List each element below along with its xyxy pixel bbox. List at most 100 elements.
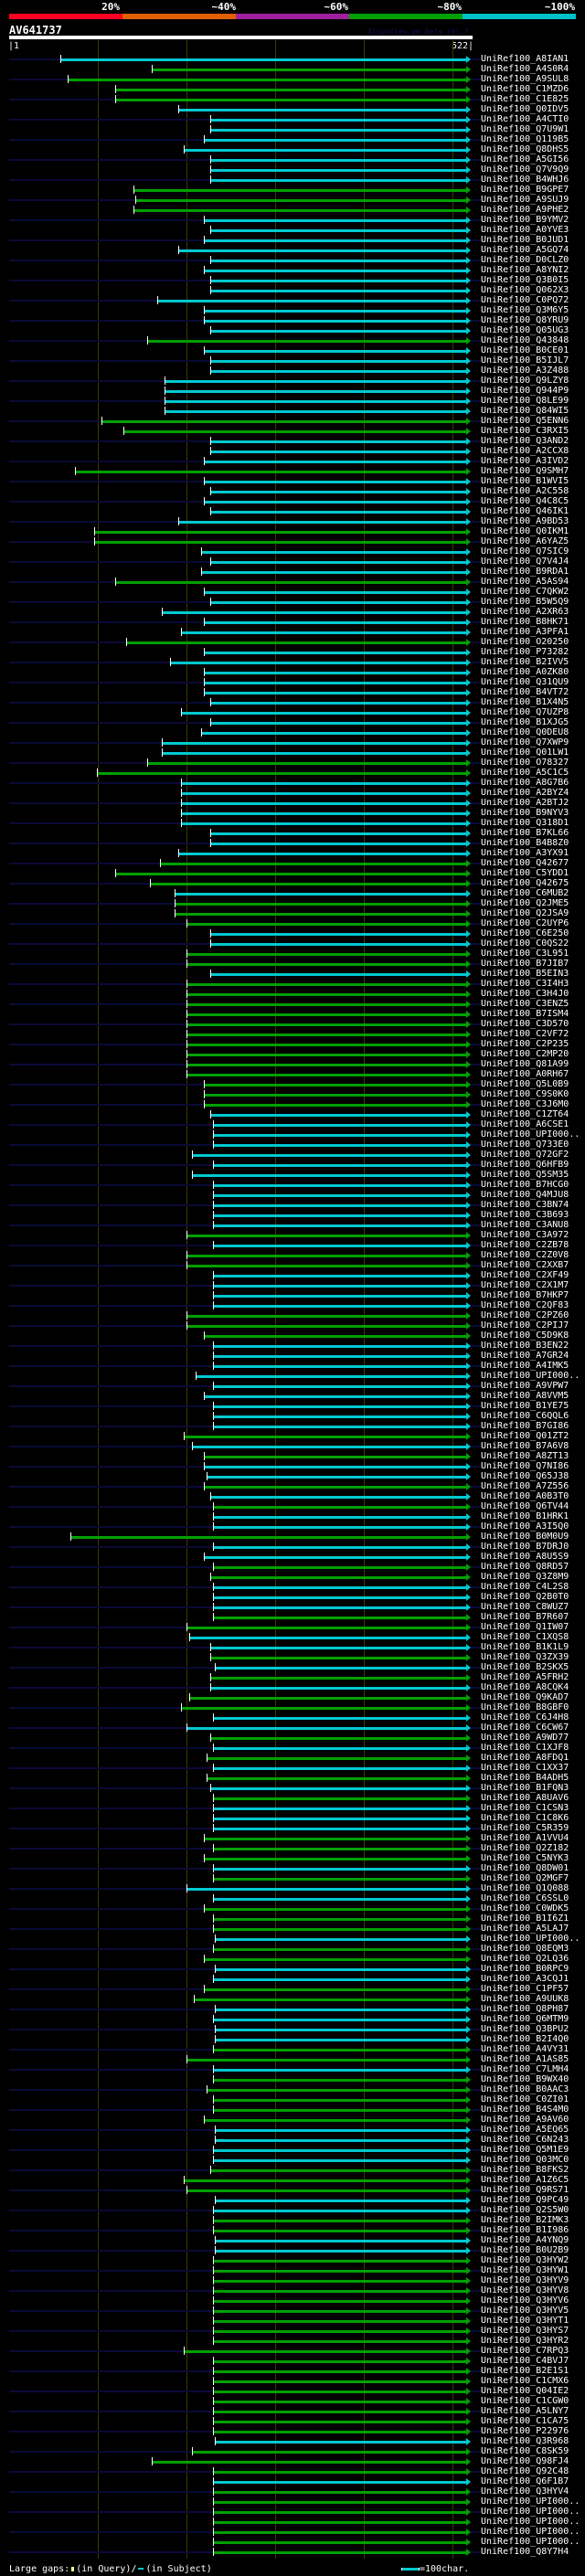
hit-label[interactable]: UniRef100_Q7V4J4: [481, 557, 569, 567]
hit-label[interactable]: UniRef100_Q3Z8M9: [481, 1572, 569, 1582]
hit-label[interactable]: UniRef100_Q7NI86: [481, 1461, 569, 1471]
hit-label[interactable]: UniRef100_A2C558: [481, 486, 569, 496]
hit-label[interactable]: UniRef100_Q3HYV5: [481, 2306, 569, 2316]
hit-label[interactable]: UniRef100_C3A972: [481, 1230, 569, 1240]
hit-label[interactable]: UniRef100_C3ANU8: [481, 1220, 569, 1230]
hit-label[interactable]: UniRef100_C1MZD6: [481, 84, 569, 94]
hit-label[interactable]: UniRef100_B7HKP7: [481, 1290, 569, 1300]
hit-label[interactable]: UniRef100_B4WHJ6: [481, 175, 569, 185]
hit-label[interactable]: UniRef100_Q92C48: [481, 2466, 569, 2476]
hit-label[interactable]: UniRef100_Q42677: [481, 858, 569, 868]
hit-label[interactable]: UniRef100_B9NYV3: [481, 808, 569, 818]
hit-label[interactable]: UniRef100_B1K1L9: [481, 1642, 569, 1652]
hit-label[interactable]: UniRef100_Q2S5W0: [481, 2205, 569, 2215]
hit-label[interactable]: UniRef100_Q3BPU2: [481, 2024, 569, 2034]
hit-label[interactable]: UniRef100_A8FDQ1: [481, 1753, 569, 1763]
hit-label[interactable]: UniRef100_Q2JSA9: [481, 908, 569, 918]
hit-label[interactable]: UniRef100_A8YNI2: [481, 265, 569, 275]
hit-label[interactable]: UniRef100_O20250: [481, 637, 569, 647]
hit-label[interactable]: UniRef100_UPI000..: [481, 2496, 580, 2507]
hit-label[interactable]: UniRef100_UPI000..: [481, 2527, 580, 2537]
hit-label[interactable]: UniRef100_C8SK59: [481, 2446, 569, 2456]
hit-label[interactable]: UniRef100_Q42675: [481, 878, 569, 888]
hit-label[interactable]: UniRef100_B4S4M0: [481, 2104, 569, 2115]
hit-label[interactable]: UniRef100_A1AS85: [481, 2054, 569, 2064]
hit-label[interactable]: UniRef100_A7Z556: [481, 1481, 569, 1491]
hit-label[interactable]: UniRef100_Q3HYW1: [481, 2265, 569, 2275]
hit-label[interactable]: UniRef100_C5D9K8: [481, 1330, 569, 1341]
hit-label[interactable]: UniRef100_Q2MGF7: [481, 1873, 569, 1883]
hit-label[interactable]: UniRef100_Q1Q088: [481, 1883, 569, 1893]
hit-label[interactable]: UniRef100_A0YVE3: [481, 225, 569, 235]
hit-label[interactable]: UniRef100_Q5SM35: [481, 1170, 569, 1180]
hit-label[interactable]: UniRef100_Q8YRU9: [481, 315, 569, 325]
hit-label[interactable]: UniRef100_C1XQS8: [481, 1632, 569, 1642]
hit-label[interactable]: UniRef100_B4B8Z0: [481, 838, 569, 848]
hit-label[interactable]: UniRef100_Q7V9Q9: [481, 164, 569, 175]
hit-label[interactable]: UniRef100_Q6MTM9: [481, 2014, 569, 2024]
hit-label[interactable]: UniRef100_C2XF49: [481, 1270, 569, 1280]
hit-label[interactable]: UniRef100_Q9LZY8: [481, 376, 569, 386]
hit-label[interactable]: UniRef100_Q65J38: [481, 1471, 569, 1481]
hit-label[interactable]: UniRef100_C2X1M7: [481, 1280, 569, 1290]
hit-label[interactable]: UniRef100_C8WUZ7: [481, 1602, 569, 1612]
hit-label[interactable]: UniRef100_B8FKS2: [481, 2165, 569, 2175]
hit-label[interactable]: UniRef100_A5LAJ7: [481, 1924, 569, 1934]
hit-label[interactable]: UniRef100_C1XX37: [481, 1763, 569, 1773]
hit-label[interactable]: UniRef100_A3Z488: [481, 366, 569, 376]
hit-label[interactable]: UniRef100_Q8PH87: [481, 2004, 569, 2014]
hit-label[interactable]: UniRef100_C3L951: [481, 949, 569, 959]
hit-label[interactable]: UniRef100_C0QS22: [481, 938, 569, 949]
hit-label[interactable]: UniRef100_B1XJG5: [481, 717, 569, 727]
hit-label[interactable]: UniRef100_C7LMH4: [481, 2064, 569, 2074]
hit-label[interactable]: UniRef100_B1YE75: [481, 1401, 569, 1411]
hit-label[interactable]: UniRef100_B2SKX5: [481, 1662, 569, 1672]
hit-label[interactable]: UniRef100_B4VT72: [481, 687, 569, 697]
hit-label[interactable]: UniRef100_B1HRK1: [481, 1511, 569, 1521]
hit-label[interactable]: UniRef100_C2ZB78: [481, 1240, 569, 1250]
hit-label[interactable]: UniRef100_A4IMK5: [481, 1361, 569, 1371]
hit-label[interactable]: UniRef100_B7HCG0: [481, 1180, 569, 1190]
hit-label[interactable]: UniRef100_A1VVU4: [481, 1833, 569, 1843]
hit-label[interactable]: UniRef100_P73282: [481, 647, 569, 657]
hit-label[interactable]: UniRef100_C3BN74: [481, 1200, 569, 1210]
hit-label[interactable]: UniRef100_Q05UG3: [481, 325, 569, 335]
hit-label[interactable]: UniRef100_A9VPW7: [481, 1381, 569, 1391]
hit-label[interactable]: UniRef100_Q2B0T0: [481, 1592, 569, 1602]
hit-label[interactable]: UniRef100_A5EQ65: [481, 2125, 569, 2135]
hit-label[interactable]: UniRef100_C5NYK3: [481, 1853, 569, 1863]
hit-label[interactable]: UniRef100_A3CQJ1: [481, 1974, 569, 1984]
hit-label[interactable]: UniRef100_Q3M6Y5: [481, 305, 569, 315]
hit-label[interactable]: UniRef100_Q8EQM3: [481, 1944, 569, 1954]
hit-label[interactable]: UniRef100_B5W5Q9: [481, 597, 569, 607]
hit-label[interactable]: UniRef100_C0WDK5: [481, 1903, 569, 1913]
hit-label[interactable]: UniRef100_B2IMK3: [481, 2215, 569, 2225]
hit-label[interactable]: UniRef100_C6SSL0: [481, 1893, 569, 1903]
hit-label[interactable]: UniRef100_B1WVI5: [481, 476, 569, 486]
hit-label[interactable]: UniRef100_B5IJL7: [481, 355, 569, 366]
hit-label[interactable]: UniRef100_Q7SIC9: [481, 546, 569, 557]
hit-label[interactable]: UniRef100_C4BVJ7: [481, 2356, 569, 2366]
hit-label[interactable]: UniRef100_A2CCX8: [481, 446, 569, 456]
hit-label[interactable]: UniRef100_D0CLZ0: [481, 255, 569, 265]
hit-label[interactable]: UniRef100_C3D570: [481, 1019, 569, 1029]
hit-label[interactable]: UniRef100_Q8DW01: [481, 1863, 569, 1873]
hit-label[interactable]: UniRef100_Q0IKM1: [481, 526, 569, 536]
hit-label[interactable]: UniRef100_C3J6M0: [481, 1099, 569, 1109]
hit-label[interactable]: UniRef100_B7KL66: [481, 828, 569, 838]
hit-label[interactable]: UniRef100_A4YNQ9: [481, 2235, 569, 2245]
hit-label[interactable]: UniRef100_C2P235: [481, 1039, 569, 1049]
hit-label[interactable]: UniRef100_Q8LE99: [481, 396, 569, 406]
hit-label[interactable]: UniRef100_C6N243: [481, 2135, 569, 2145]
hit-label[interactable]: UniRef100_Q318D1: [481, 818, 569, 828]
hit-label[interactable]: UniRef100_B0RPC9: [481, 1964, 569, 1974]
hit-label[interactable]: UniRef100_B0JUD1: [481, 235, 569, 245]
hit-label[interactable]: UniRef100_C7RPQ3: [481, 2346, 569, 2356]
hit-label[interactable]: UniRef100_C2VF72: [481, 1029, 569, 1039]
hit-label[interactable]: UniRef100_C1PF57: [481, 1984, 569, 1994]
hit-label[interactable]: UniRef100_C1ZT64: [481, 1109, 569, 1119]
hit-label[interactable]: UniRef100_C9S0K0: [481, 1089, 569, 1099]
hit-label[interactable]: UniRef100_B7A6V8: [481, 1441, 569, 1451]
hit-label[interactable]: UniRef100_A8UAV6: [481, 1793, 569, 1803]
hit-label[interactable]: UniRef100_C3ENZ5: [481, 999, 569, 1009]
